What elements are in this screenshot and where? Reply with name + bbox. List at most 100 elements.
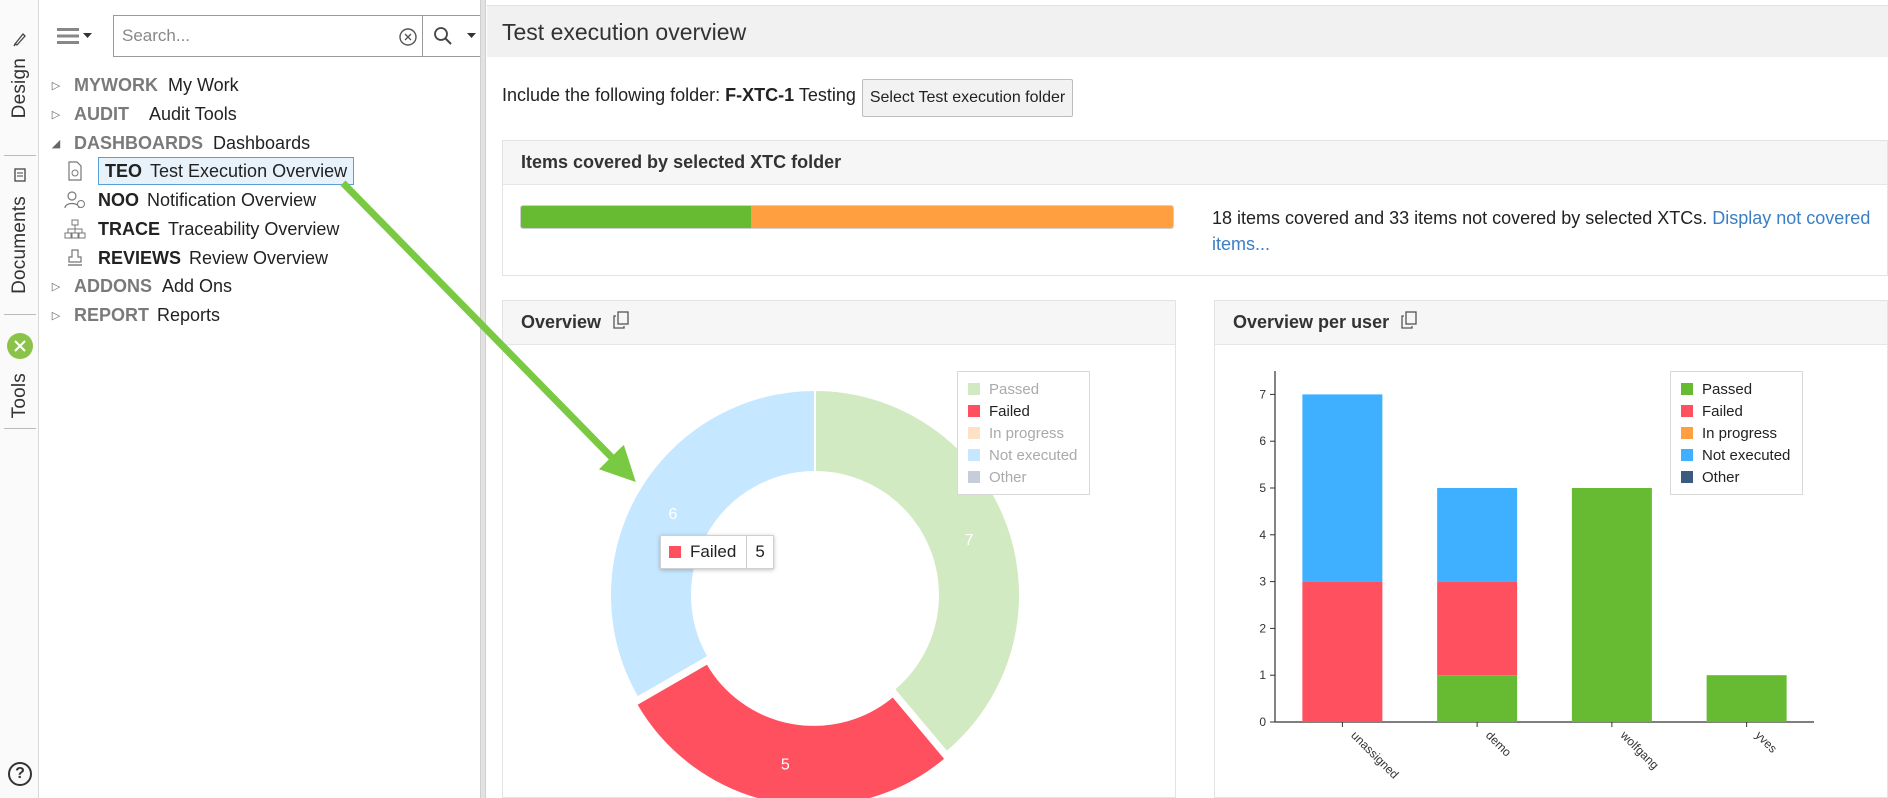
coverage-bar xyxy=(520,205,1174,229)
legend-item[interactable]: Failed xyxy=(1681,400,1792,422)
legend-label: Not executed xyxy=(989,446,1078,464)
legend-label: Not executed xyxy=(1702,446,1791,464)
folder-name: Testing xyxy=(794,85,856,105)
legend-label: In progress xyxy=(1702,424,1778,442)
tree-item-reviews[interactable]: REVIEWS Review Overview xyxy=(64,244,328,272)
expand-icon[interactable]: ▷ xyxy=(51,280,61,293)
menu-button[interactable] xyxy=(50,15,98,57)
tab-tools[interactable]: Tools xyxy=(4,333,36,418)
legend-item[interactable]: Other xyxy=(1681,466,1792,488)
page-header: Test execution overview xyxy=(487,5,1888,57)
legend-item[interactable]: In progress xyxy=(1681,422,1792,444)
bar-segment[interactable] xyxy=(1437,675,1518,722)
stamp-icon xyxy=(64,247,86,269)
overview-per-user-title: Overview per user xyxy=(1233,312,1390,332)
chevron-down-icon xyxy=(82,33,92,38)
legend-label: In progress xyxy=(989,424,1065,442)
brush-icon xyxy=(9,28,31,50)
donut-slice[interactable] xyxy=(609,388,816,699)
search-icon xyxy=(433,27,452,45)
legend-swatch xyxy=(968,405,980,417)
coverage-panel: Items covered by selected XTC folder xyxy=(502,140,1888,276)
overview-per-user-legend: Passed Failed In progress Not executed Other xyxy=(1670,371,1803,495)
panel-splitter[interactable] xyxy=(480,0,486,798)
tree-item-teo[interactable]: TEO Test Execution Overview xyxy=(64,157,355,185)
tree-item-trace[interactable]: TRACE Traceability Overview xyxy=(64,215,339,243)
select-folder-button[interactable]: Select Test execution folder xyxy=(862,79,1073,117)
selected-highlight: TEO Test Execution Overview xyxy=(98,157,355,185)
bar-segment[interactable] xyxy=(1437,488,1518,582)
tools-icon xyxy=(7,333,33,359)
bar-segment[interactable] xyxy=(1302,394,1383,582)
y-tick-label: 0 xyxy=(1259,715,1266,729)
hamburger-icon xyxy=(56,28,79,44)
legend-item[interactable]: In progress xyxy=(968,422,1079,444)
legend-swatch xyxy=(1681,405,1693,417)
tree-item-audit[interactable]: ▷ AUDIT Audit Tools xyxy=(50,100,237,128)
tree-item-code: TEO xyxy=(105,160,143,181)
page-title: Test execution overview xyxy=(502,19,747,45)
legend-label: Other xyxy=(989,468,1027,486)
legend-label: Other xyxy=(1702,468,1740,486)
tab-design-label: Design xyxy=(9,58,30,119)
tab-documents[interactable]: Documents xyxy=(4,164,36,294)
legend-item[interactable]: Failed xyxy=(968,400,1079,422)
tree-item-label: Audit Tools xyxy=(149,103,237,124)
bar-segment[interactable] xyxy=(1437,581,1518,676)
tree-item-dashboards[interactable]: ◢ DASHBOARDS Dashboards xyxy=(50,129,310,157)
tree-item-code: AUDIT xyxy=(74,103,129,124)
tab-separator xyxy=(4,428,36,429)
tree-item-report[interactable]: ▷ REPORT Reports xyxy=(50,301,220,329)
overview-legend: Passed Failed In progress Not executed Other xyxy=(957,371,1090,495)
tooltip-swatch xyxy=(669,546,681,558)
tree-item-addons[interactable]: ▷ ADDONS Add Ons xyxy=(50,272,232,300)
main-content: Test execution overview Include the foll… xyxy=(487,0,1888,798)
bar-segment[interactable] xyxy=(1571,488,1652,722)
legend-swatch xyxy=(1681,449,1693,461)
clear-search-icon[interactable] xyxy=(398,27,418,47)
tab-separator xyxy=(4,314,36,315)
bar-segment[interactable] xyxy=(1706,675,1787,722)
y-tick-label: 4 xyxy=(1259,528,1266,542)
overview-title: Overview xyxy=(521,312,602,332)
legend-swatch xyxy=(1681,427,1693,439)
tree-item-noo[interactable]: NOO Notification Overview xyxy=(64,186,316,214)
tree-item-label: Dashboards xyxy=(213,132,311,153)
copy-icon[interactable] xyxy=(1401,311,1417,334)
x-tick-label: unassigned xyxy=(1348,728,1401,781)
overview-panel-header: Overview xyxy=(503,301,1175,345)
copy-icon[interactable] xyxy=(613,311,629,334)
folder-code: F-XTC-1 xyxy=(725,85,795,105)
expand-icon[interactable]: ▷ xyxy=(51,309,61,322)
y-tick-label: 1 xyxy=(1259,668,1266,682)
expand-icon[interactable]: ▷ xyxy=(51,79,61,92)
legend-item[interactable]: Not executed xyxy=(1681,444,1792,466)
tab-tools-label: Tools xyxy=(9,373,30,419)
overview-per-user-header: Overview per user xyxy=(1215,301,1887,345)
tree-item-code: REVIEWS xyxy=(98,247,182,268)
legend-item[interactable]: Passed xyxy=(968,378,1079,400)
tab-design[interactable]: Design xyxy=(4,28,36,118)
search-box xyxy=(113,15,485,57)
collapse-icon[interactable]: ◢ xyxy=(51,137,61,150)
navigation-panel: ▷ MYWORK My Work ▷ AUDIT Audit Tools ◢ D… xyxy=(40,0,485,798)
legend-item[interactable]: Not executed xyxy=(968,444,1079,466)
search-input[interactable] xyxy=(114,17,384,55)
y-tick-label: 5 xyxy=(1259,481,1266,495)
legend-label: Failed xyxy=(989,402,1030,420)
donut-slice[interactable] xyxy=(634,662,947,798)
search-button[interactable] xyxy=(422,16,485,56)
chevron-down-icon xyxy=(466,33,476,38)
expand-icon[interactable]: ▷ xyxy=(51,108,61,121)
display-not-covered-link[interactable]: Display not covered items... xyxy=(1212,208,1871,254)
tree-item-label: Notification Overview xyxy=(147,189,317,210)
legend-item[interactable]: Passed xyxy=(1681,378,1792,400)
document-icon xyxy=(9,164,31,186)
legend-item[interactable]: Other xyxy=(968,466,1079,488)
legend-label: Passed xyxy=(1702,380,1753,398)
folder-prefix: Include the following folder: xyxy=(502,85,726,105)
help-icon[interactable]: ? xyxy=(8,762,32,786)
bar-segment[interactable] xyxy=(1302,581,1383,722)
tree-item-mywork[interactable]: ▷ MYWORK My Work xyxy=(50,71,239,99)
coverage-title: Items covered by selected XTC folder xyxy=(521,152,842,172)
